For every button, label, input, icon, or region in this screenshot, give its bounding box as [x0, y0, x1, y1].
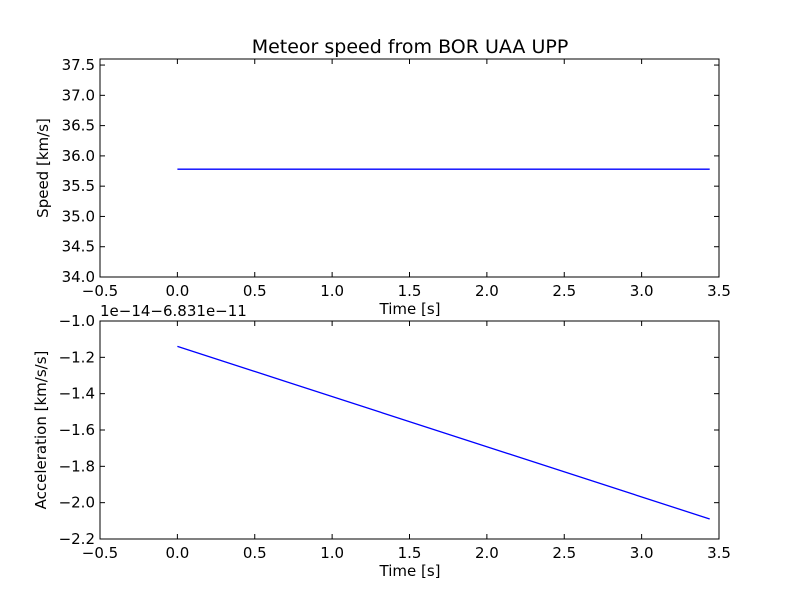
acceleration-ylabel: Acceleration [km/s/s]: [32, 351, 50, 510]
speed-ylabel: Speed [km/s]: [34, 118, 52, 218]
acceleration-x-tick-label: 2.5: [552, 544, 576, 562]
chart-title: Meteor speed from BOR UAA UPP: [252, 36, 569, 58]
acceleration-y-tick-label: −1.8: [59, 457, 95, 475]
acceleration-series-line: [177, 345, 710, 520]
speed-axes: −0.5 0.0 0.5 1.0 1.5 2.0 2.5 3.0 3.5 34.0 34.5 35.0…: [62, 56, 731, 300]
speed-x-tick-label: 0.5: [243, 282, 267, 300]
acceleration-x-tick-label: 0.5: [243, 544, 267, 562]
speed-x-tick-label: −0.5: [82, 282, 118, 300]
speed-x-tick-label: 1.0: [320, 282, 344, 300]
speed-y-tick-label: 37.5: [62, 56, 95, 74]
speed-x-tick-label: 2.5: [552, 282, 576, 300]
acceleration-axes: −0.5 0.0 0.5 1.0 1.5 2.0 2.5 3.0 3.5 −2.2 −2.0 −1.8…: [59, 312, 731, 562]
speed-x-tick-label: 1.5: [398, 282, 422, 300]
acceleration-xlabel: Time [s]: [379, 562, 441, 580]
speed-y-tick-label: 35.5: [62, 177, 95, 195]
speed-y-tick-label: 36.0: [62, 147, 95, 165]
speed-x-tick-label: 2.0: [475, 282, 499, 300]
acceleration-x-tick-label: 0.0: [165, 544, 189, 562]
acceleration-y-tick-label: −1.4: [59, 385, 95, 403]
speed-y-tick-label: 37.0: [62, 86, 95, 104]
acceleration-x-tick-label: 2.0: [475, 544, 499, 562]
acceleration-x-tick-label: 3.5: [707, 544, 731, 562]
speed-x-tick-label: 0.0: [165, 282, 189, 300]
speed-x-tick-label: 3.5: [707, 282, 731, 300]
acceleration-y-tick-label: −2.2: [59, 530, 95, 548]
acceleration-y-tick-label: −2.0: [59, 494, 95, 512]
speed-y-tick-label: 35.0: [62, 207, 95, 225]
acceleration-y-tick-label: −1.0: [59, 312, 95, 330]
speed-y-tick-label: 34.0: [62, 268, 95, 286]
acceleration-offset-text: 1e−14−6.831e−11: [100, 302, 247, 320]
acceleration-x-tick-label: 3.0: [630, 544, 654, 562]
acceleration-x-tick-label: 1.5: [398, 544, 422, 562]
acceleration-x-tick-label: −0.5: [82, 544, 118, 562]
acceleration-x-tick-label: 1.0: [320, 544, 344, 562]
acceleration-y-tick-label: −1.6: [59, 421, 95, 439]
speed-xlabel: Time [s]: [379, 300, 441, 318]
speed-y-tick-label: 34.5: [62, 238, 95, 256]
speed-y-tick-label: 36.5: [62, 117, 95, 135]
acceleration-y-tick-label: −1.2: [59, 348, 95, 366]
speed-x-tick-label: 3.0: [630, 282, 654, 300]
